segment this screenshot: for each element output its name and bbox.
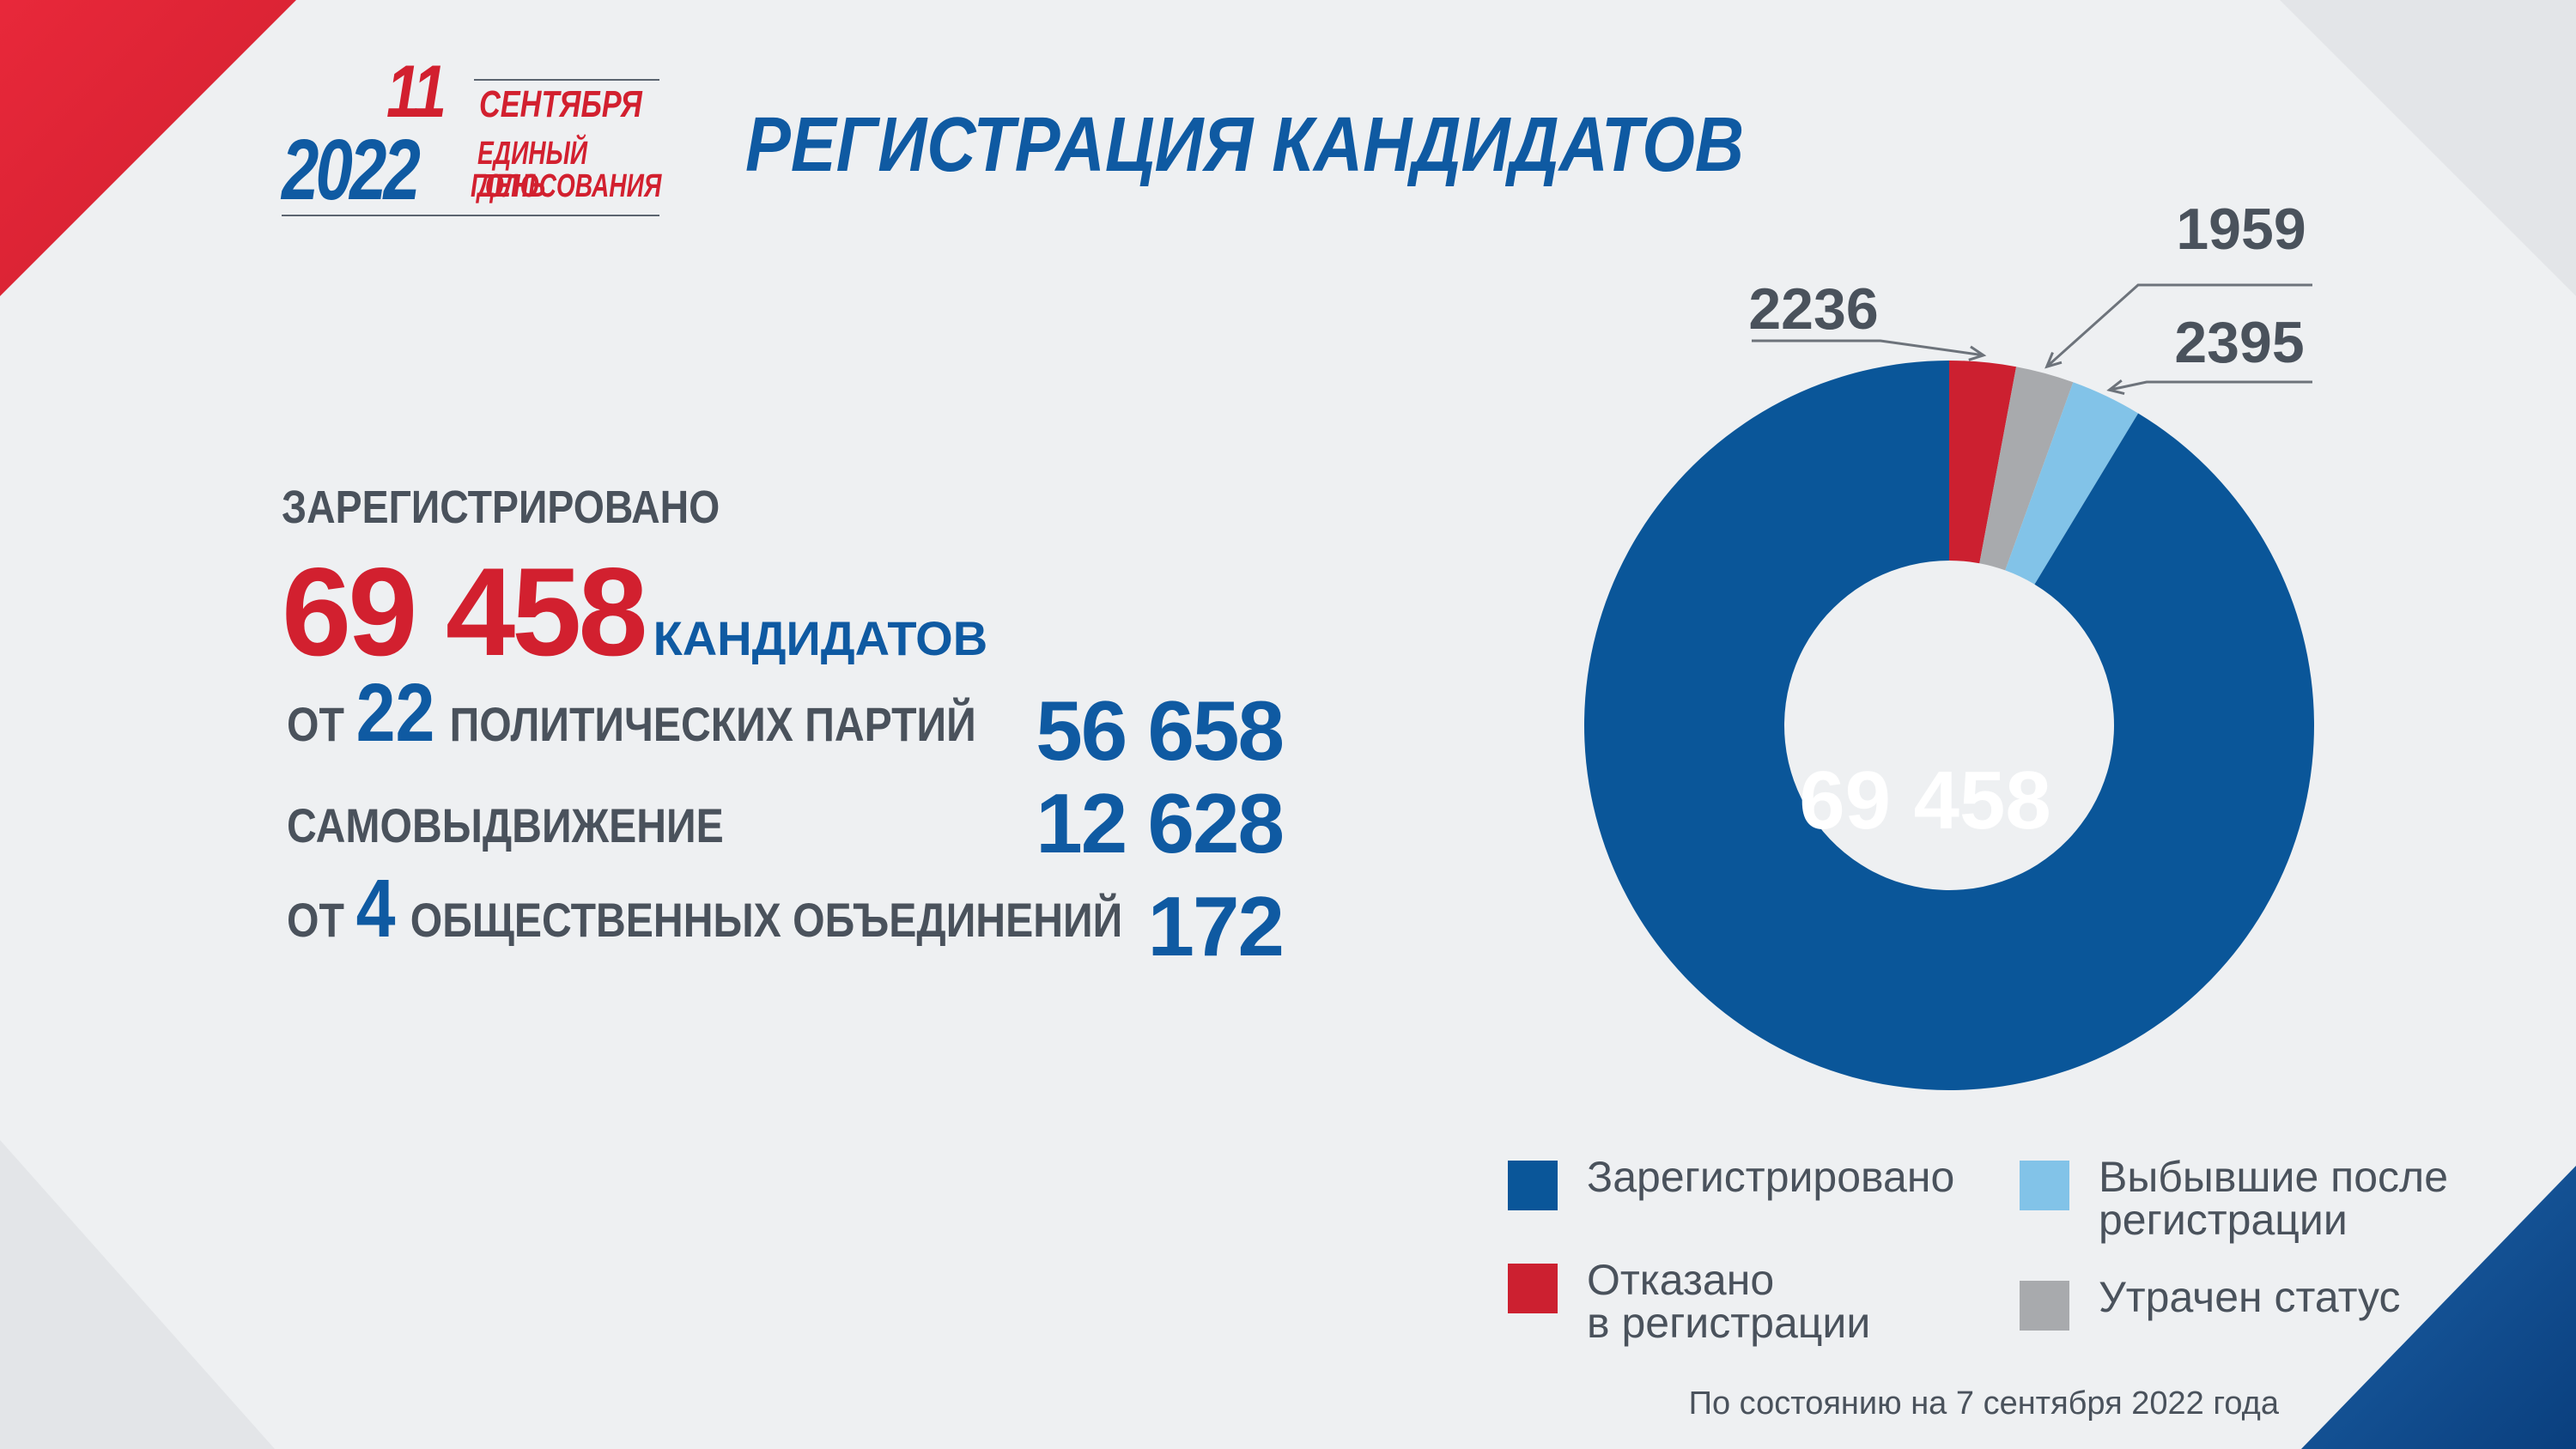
leader-line-refused-arrow: [1968, 345, 1987, 361]
legend-swatch: [1508, 1264, 1558, 1313]
legend-label: Утрачен статус: [2099, 1273, 2401, 1321]
stat-text: ОБЩЕСТВЕННЫХ ОБЪЕДИНЕНИЙ: [410, 893, 1123, 947]
stat-row-parties: ОТ 22 ПОЛИТИЧЕСКИХ ПАРТИЙ 56 658: [287, 667, 1285, 778]
logo-rule-bottom: [282, 215, 659, 216]
data-label-dropped-out: 2395: [2174, 310, 2304, 375]
legend-swatch: [2020, 1161, 2069, 1210]
logo-subtitle-line2: ГОЛОСОВАНИЯ: [471, 168, 662, 204]
legend-label: Выбывшие после регистрации: [2099, 1153, 2449, 1244]
leader-line-status-lost: [2045, 283, 2312, 368]
stat-count: 22: [355, 667, 435, 759]
logo-month: СЕНТЯБРЯ: [479, 83, 642, 125]
legend-label: Зарегистрировано: [1587, 1153, 1955, 1201]
total-number: 69 458: [282, 542, 648, 682]
donut-chart: 69 458 2236 1959 2395: [1584, 197, 2314, 1090]
stat-count: 4: [355, 863, 396, 955]
total-unit: КАНДИДАТОВ: [653, 611, 988, 665]
stat-prefix: ОТ: [287, 893, 344, 947]
legend-label: Отказано в регистрации: [1587, 1256, 1871, 1347]
leader-line-dropped-out: [2109, 380, 2312, 391]
logo-day: 11: [386, 51, 447, 133]
total-registered: 69 458 КАНДИДАТОВ: [282, 549, 987, 675]
stat-row-associations: ОТ 4 ОБЩЕСТВЕННЫХ ОБЪЕДИНЕНИЙ 172: [287, 863, 1285, 973]
donut-slice-утрачен-статус: [1979, 367, 2074, 571]
legend-swatch: [2020, 1281, 2069, 1331]
stat-prefix: ОТ: [287, 697, 344, 751]
page-title: РЕГИСТРАЦИЯ КАНДИДАТОВ: [745, 102, 1745, 188]
legend-swatch: [1508, 1161, 1558, 1210]
stat-text: ПОЛИТИЧЕСКИХ ПАРТИЙ: [449, 697, 976, 751]
logo-year: 2022: [282, 122, 421, 218]
stat-value: 12 628: [1036, 776, 1285, 870]
election-day-logo: 11 СЕНТЯБРЯ 2022 ЕДИНЫЙ ДЕНЬ ГОЛОСОВАНИЯ: [282, 51, 662, 220]
registered-label: ЗАРЕГИСТРИРОВАНО: [282, 482, 720, 533]
leader-line-dropped-out-arrow: [2106, 379, 2125, 395]
footnote: По состоянию на 7 сентября 2022 года: [1688, 1385, 2279, 1422]
data-label-status-lost: 1959: [2176, 197, 2306, 262]
leader-line-status-lost-arrow: [2044, 351, 2063, 369]
stat-text: САМОВЫДВИЖЕНИЕ: [287, 798, 724, 852]
stat-value: 172: [1147, 879, 1285, 973]
donut-slice-зарегистрировано: [1584, 361, 2314, 1090]
stat-value: 56 658: [1036, 683, 1285, 778]
data-label-refused: 2236: [1748, 276, 1878, 342]
leader-line-refused: [1752, 339, 1984, 357]
logo-subtitle-line1: ЕДИНЫЙ ДЕНЬ: [477, 136, 587, 204]
logo-rule-top: [474, 79, 659, 81]
donut-slice-отказано-в-регистрации: [1949, 361, 2017, 564]
donut-slice-выбывшие-после-регистрации: [2005, 382, 2139, 585]
corner-decoration-red: [0, 0, 296, 296]
corner-decoration-grey-bottom: [0, 1140, 275, 1449]
stat-row-self-nominated: САМОВЫДВИЖЕНИЕ 12 628: [287, 771, 1285, 870]
data-label-registered: 69 458: [1799, 755, 2051, 846]
